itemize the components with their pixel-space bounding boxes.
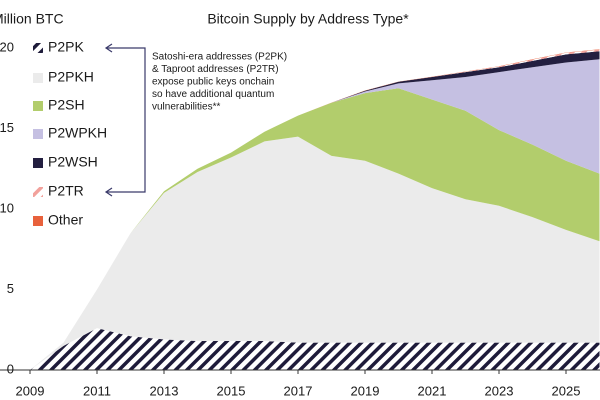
legend-swatch <box>33 43 43 53</box>
area <box>30 88 600 371</box>
y-tick-label: 5 <box>7 281 14 296</box>
legend-label: P2PK <box>48 39 84 55</box>
y-tick-label: 20 <box>0 39 14 54</box>
x-tick-label: 2015 <box>217 383 246 398</box>
annotation: & Taproot addresses (P2TR) <box>152 64 279 75</box>
y-tick-label: 0 <box>7 361 14 376</box>
legend-swatch <box>33 73 43 83</box>
legend-label: P2PKH <box>48 69 94 85</box>
x-tick-label: 2021 <box>418 383 447 398</box>
legend-swatch <box>33 158 43 168</box>
annotation: so have additional quantum <box>152 89 274 100</box>
legend-label: P2TR <box>48 183 84 199</box>
annotation: vulnerabilities** <box>152 102 220 113</box>
y-tick-label: 15 <box>0 120 14 135</box>
chart-title: Bitcoin Supply by Address Type* <box>207 11 409 27</box>
annotation: Satoshi-era addresses (P2PK) <box>152 52 287 63</box>
x-tick-label: 2023 <box>485 383 514 398</box>
y-axis-label: Million BTC <box>0 11 64 27</box>
x-tick-label: 2013 <box>150 383 179 398</box>
legend-swatch <box>33 101 43 111</box>
x-tick-label: 2025 <box>552 383 581 398</box>
x-tick-label: 2009 <box>16 383 45 398</box>
legend-label: Other <box>48 212 83 228</box>
area <box>30 328 600 370</box>
x-tick-label: 2011 <box>83 383 111 398</box>
annotation: expose public keys onchain <box>152 77 274 88</box>
legend-swatch <box>33 216 43 226</box>
legend-label: P2WSH <box>48 154 98 170</box>
legend-swatch <box>33 187 43 197</box>
y-tick-label: 10 <box>0 200 14 215</box>
legend-swatch <box>33 129 43 139</box>
area <box>30 59 600 371</box>
bracket-arrows <box>104 43 146 197</box>
legend-label: P2SH <box>48 97 85 113</box>
x-tick-label: 2017 <box>284 383 313 398</box>
legend-label: P2WPKH <box>48 125 107 141</box>
area <box>30 136 600 370</box>
x-tick-label: 2019 <box>351 383 380 398</box>
